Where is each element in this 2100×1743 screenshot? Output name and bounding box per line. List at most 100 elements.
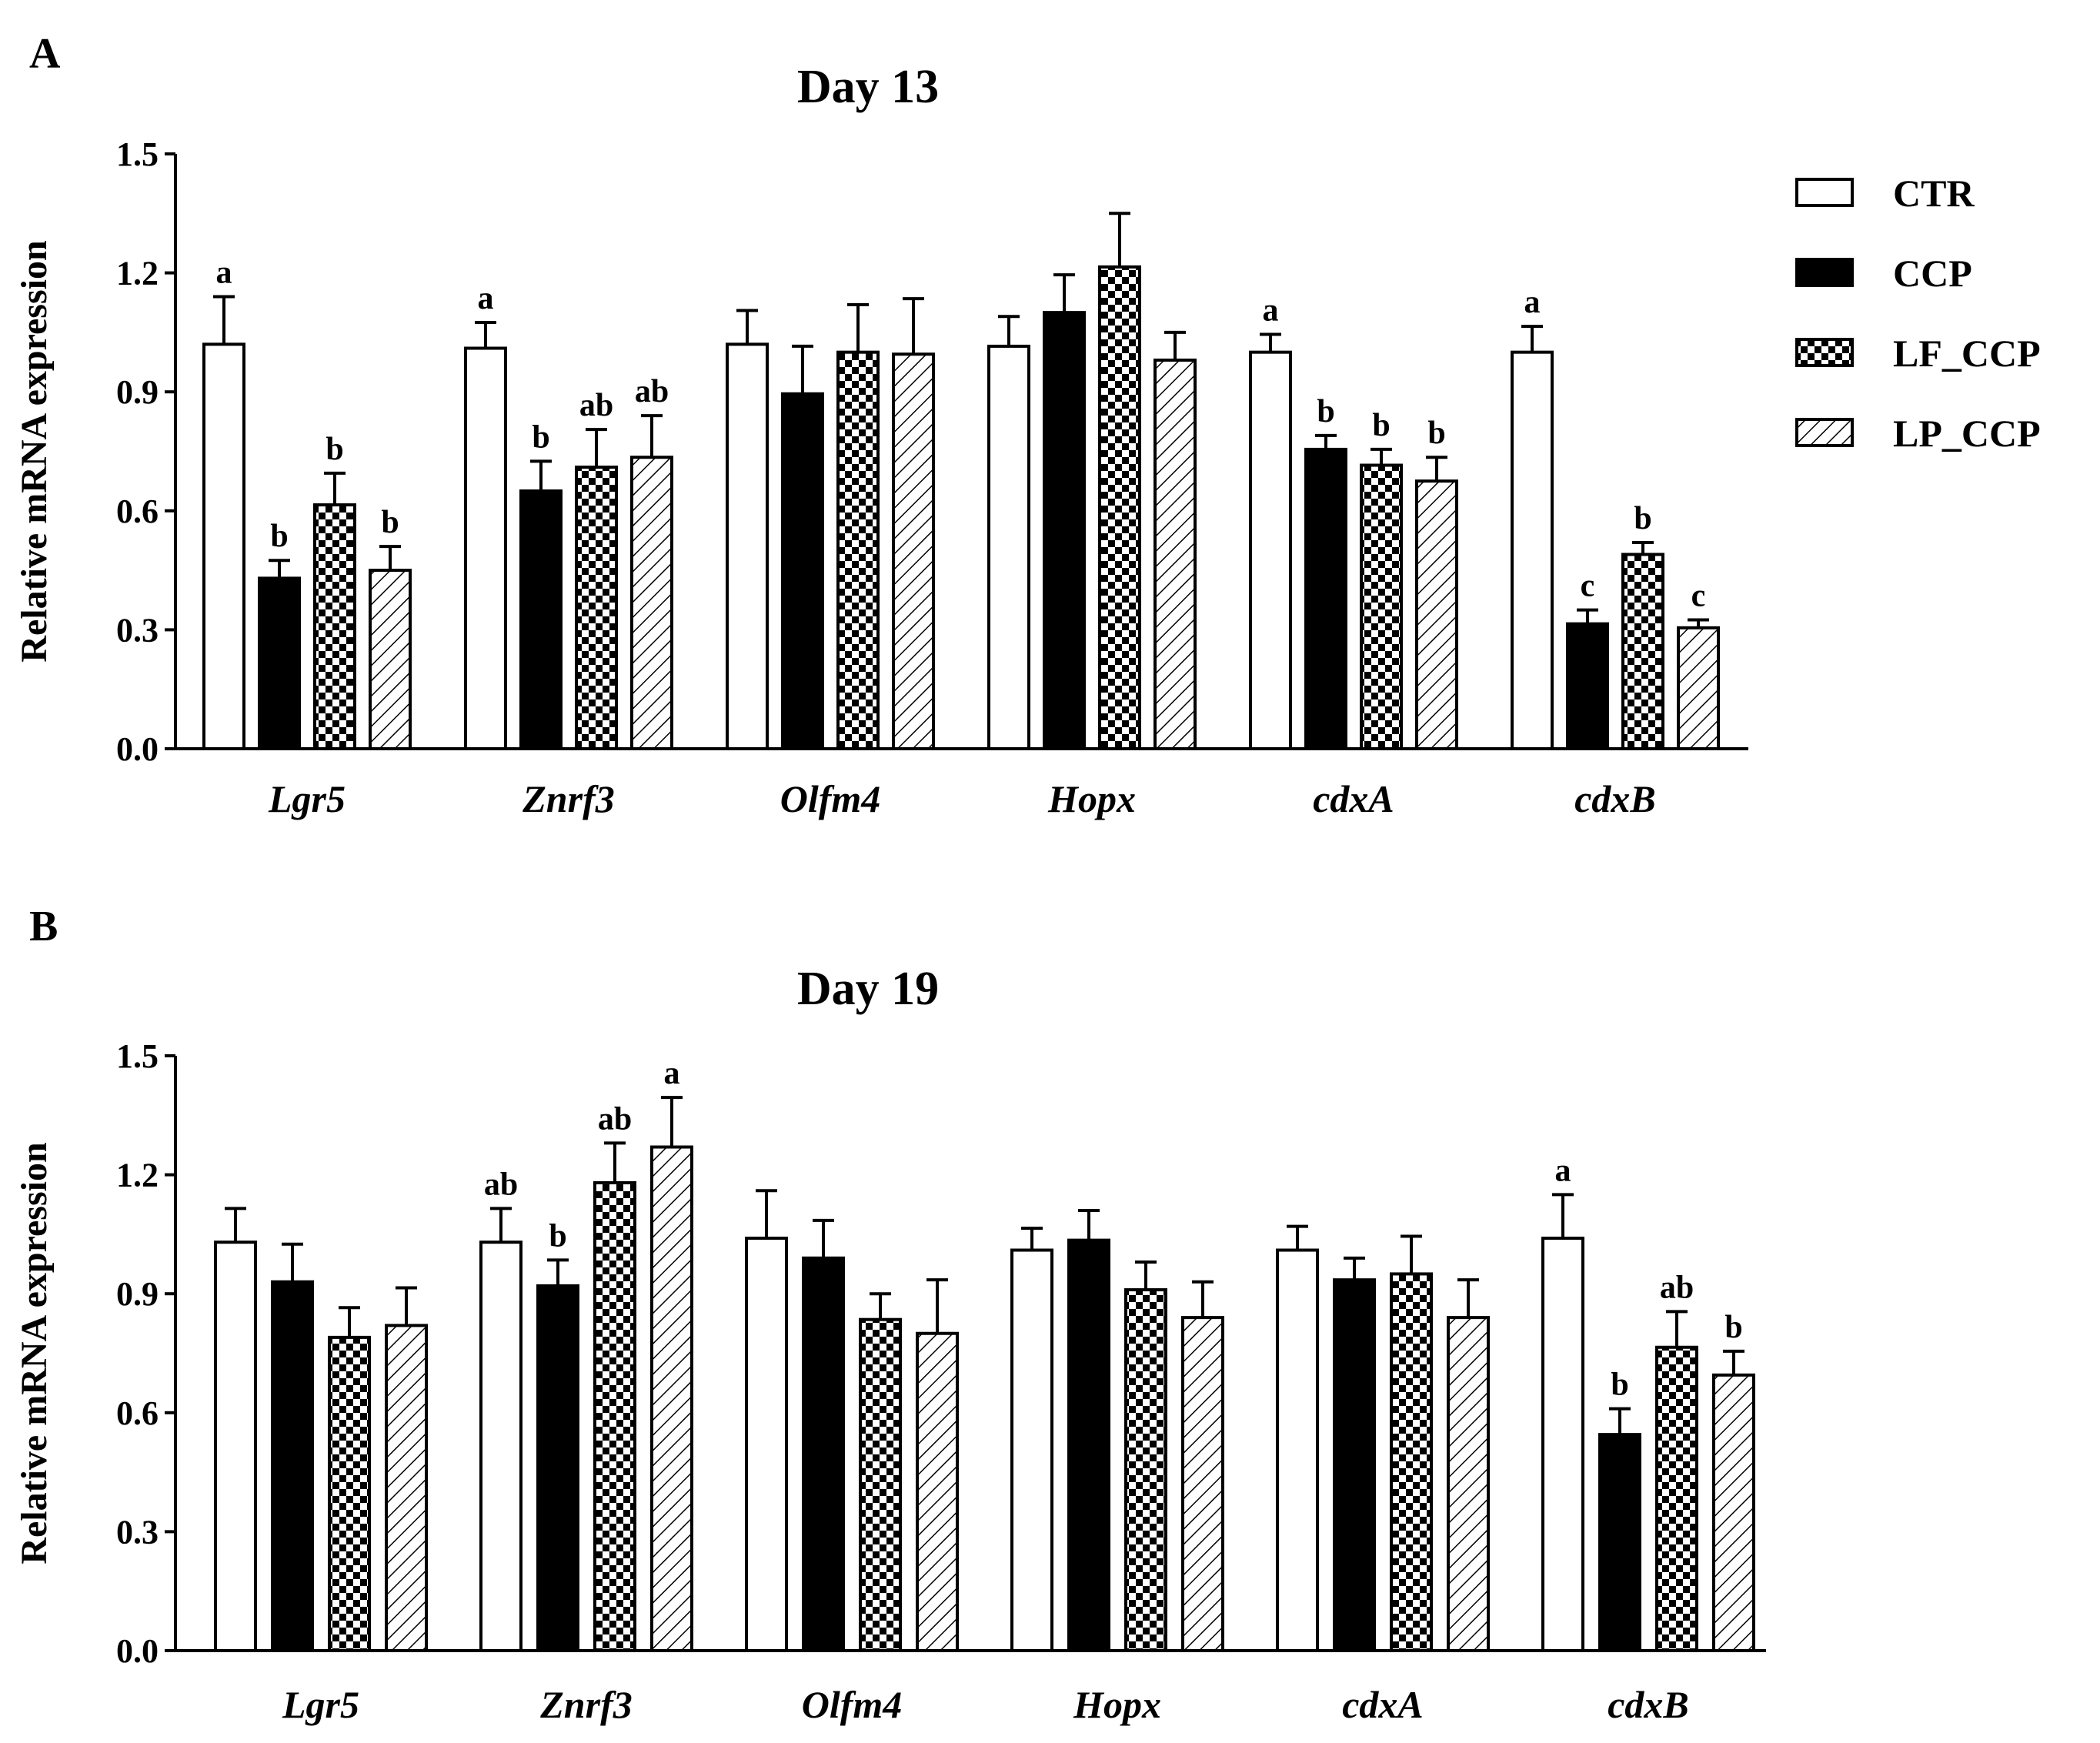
bar-cdxb-ctr (1511, 350, 1554, 750)
legend-swatch-ccp (1795, 258, 1854, 287)
bar-cdxa-ccp (1304, 447, 1347, 750)
legend-label-ccp: CCP (1893, 252, 1972, 295)
y-tick-label: 1.5 (116, 1037, 159, 1075)
y-tick-label: 0.9 (116, 1275, 159, 1313)
bar-cdxb-lp-ccp (1712, 1373, 1755, 1653)
bar-cdxb-lf-ccp (1621, 553, 1664, 751)
sig-label-znrf3-ctr: ab (484, 1167, 518, 1202)
bar-lgr5-ctr (202, 342, 245, 750)
bar-hopx-ccp (1043, 311, 1086, 750)
sig-label-cdxb-ctr: a (1555, 1153, 1571, 1188)
legend-label-lp-ccp: LP_CCP (1893, 412, 2041, 455)
bar-hopx-lp-ccp (1181, 1316, 1224, 1652)
sig-label-lgr5-ccp: b (270, 519, 288, 554)
sig-label-cdxb-lp-ccp: c (1691, 579, 1706, 614)
sig-label-cdxb-ccp: b (1611, 1367, 1628, 1403)
sig-label-lgr5-lf-ccp: b (326, 432, 343, 467)
sig-label-cdxa-ctr: a (1263, 292, 1279, 328)
bar-znrf3-ccp (536, 1284, 579, 1652)
bar-olfm4-lp-ccp (916, 1331, 959, 1652)
bar-cdxa-ctr (1276, 1248, 1319, 1652)
bar-lgr5-ccp (271, 1280, 314, 1652)
y-tick-label: 1.2 (116, 255, 159, 292)
category-label-lgr5: Lgr5 (282, 1683, 359, 1726)
legend: CTR CCP LF_CCP LP_CCP (1795, 172, 2041, 455)
sig-label-lgr5-lp-ccp: b (381, 505, 399, 540)
bar-cdxb-ctr (1541, 1237, 1584, 1652)
y-tick-label: 0.3 (116, 611, 159, 649)
sig-label-znrf3-lp-ccp: ab (635, 374, 669, 409)
bar-cdxb-ccp (1566, 622, 1609, 750)
bar-olfm4-ccp (802, 1256, 845, 1652)
sig-label-znrf3-ccp: b (532, 419, 549, 455)
chart-title: Day 13 (797, 61, 939, 113)
bar-cdxa-lp-ccp (1447, 1316, 1490, 1652)
y-tick-label: 0.3 (116, 1513, 159, 1551)
sig-label-cdxb-lf-ccp: ab (1660, 1270, 1694, 1305)
bar-lgr5-ctr (214, 1240, 257, 1652)
sig-label-cdxb-ccp: c (1581, 569, 1595, 604)
bar-cdxa-lp-ccp (1415, 479, 1458, 751)
sig-label-znrf3-ctr: a (478, 281, 494, 316)
bar-olfm4-ccp (781, 392, 824, 750)
bar-lgr5-lf-ccp (328, 1335, 371, 1653)
bar-cdxa-ctr (1249, 350, 1292, 750)
sig-label-znrf3-lf-ccp: ab (579, 388, 613, 423)
legend-label-ctr: CTR (1893, 172, 1975, 215)
legend-swatch-lf-ccp (1795, 338, 1854, 367)
category-label-olfm4: Olfm4 (780, 777, 881, 820)
bar-olfm4-ctr (726, 342, 769, 750)
bar-cdxa-ccp (1333, 1278, 1376, 1652)
category-label-cdxa: cdxA (1342, 1683, 1424, 1726)
category-label-hopx: Hopx (1047, 777, 1136, 820)
bar-hopx-ctr (1010, 1248, 1053, 1652)
y-tick-label: 0.0 (116, 730, 159, 768)
bar-cdxa-lf-ccp (1360, 463, 1403, 751)
y-tick-label: 1.5 (116, 135, 159, 173)
bar-znrf3-lf-ccp (593, 1180, 636, 1652)
category-label-znrf3: Znrf3 (522, 777, 614, 820)
sig-label-cdxa-lf-ccp: b (1372, 408, 1390, 443)
category-label-olfm4: Olfm4 (802, 1683, 903, 1726)
legend-swatch-lp-ccp (1795, 418, 1854, 447)
category-label-cdxb: cdxB (1608, 1683, 1689, 1726)
bar-cdxb-ccp (1598, 1433, 1641, 1652)
bar-hopx-lp-ccp (1153, 358, 1197, 750)
legend-label-lf-ccp: LF_CCP (1893, 332, 2041, 375)
bar-znrf3-lp-ccp (650, 1145, 693, 1652)
sig-label-cdxb-lf-ccp: b (1634, 501, 1651, 536)
bar-cdxb-lp-ccp (1677, 626, 1720, 750)
sig-label-znrf3-lf-ccp: ab (598, 1101, 632, 1137)
y-axis-label: Relative mRNA expression (14, 1142, 55, 1564)
bar-znrf3-ctr (479, 1240, 522, 1652)
y-axis-label: Relative mRNA expression (14, 240, 55, 662)
bar-cdxa-lf-ccp (1390, 1272, 1433, 1653)
category-label-cdxb: cdxB (1574, 777, 1656, 820)
category-label-cdxa: cdxA (1313, 777, 1394, 820)
y-tick-label: 1.2 (116, 1157, 159, 1194)
legend-item-ctr: CTR (1795, 172, 1975, 215)
category-label-znrf3: Znrf3 (539, 1683, 632, 1726)
category-label-hopx: Hopx (1073, 1683, 1161, 1726)
y-tick-label: 0.6 (116, 493, 159, 530)
sig-label-cdxb-ctr: a (1524, 285, 1541, 320)
legend-item-lf-ccp: LF_CCP (1795, 332, 2041, 375)
chart-title: Day 19 (797, 963, 939, 1015)
bar-znrf3-ccp (519, 489, 563, 750)
sig-label-cdxa-lp-ccp: b (1427, 416, 1445, 451)
bar-lgr5-lp-ccp (369, 569, 412, 750)
sig-label-lgr5-ctr: a (216, 255, 232, 291)
bar-znrf3-ctr (464, 346, 507, 751)
bar-znrf3-lf-ccp (575, 466, 618, 750)
sig-label-cdxb-lp-ccp: b (1724, 1310, 1742, 1345)
bar-olfm4-lf-ccp (859, 1317, 902, 1652)
y-tick-label: 0.9 (116, 373, 159, 411)
sig-label-cdxa-ccp: b (1317, 394, 1334, 429)
bar-znrf3-lp-ccp (630, 456, 673, 750)
bar-lgr5-lf-ccp (313, 503, 356, 750)
category-label-lgr5: Lgr5 (268, 777, 346, 820)
bar-olfm4-lp-ccp (892, 352, 935, 750)
bar-hopx-ctr (987, 344, 1030, 751)
legend-item-lp-ccp: LP_CCP (1795, 412, 2041, 455)
